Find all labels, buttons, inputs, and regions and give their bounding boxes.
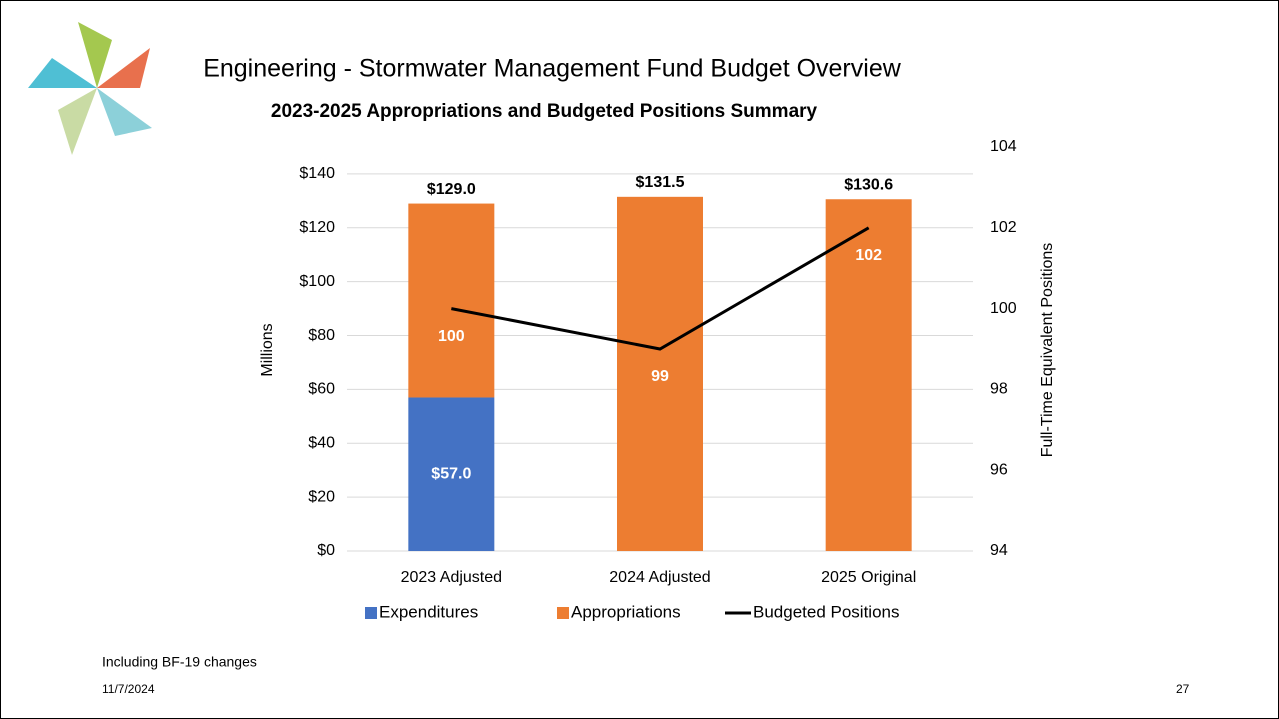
total-label: $131.5	[636, 174, 685, 191]
legend-label: Budgeted Positions	[753, 602, 900, 621]
x-tick-label: 2023 Adjusted	[401, 569, 502, 586]
bar	[408, 203, 495, 398]
legend-label: Expenditures	[379, 602, 478, 621]
y-tick-label: $60	[308, 381, 335, 398]
total-label: $129.0	[427, 181, 476, 198]
x-tick-label: 2025 Original	[821, 569, 916, 586]
y2-tick-label: 104	[990, 138, 1017, 155]
y-tick-label: $0	[317, 542, 335, 559]
y-tick-label: $120	[299, 219, 335, 236]
legend-swatch	[365, 607, 377, 619]
y2-axis-label: Full-Time Equivalent Positions	[1039, 243, 1056, 458]
logo	[28, 22, 152, 155]
legend-swatch	[557, 607, 569, 619]
y-tick-label: $100	[299, 273, 335, 290]
line	[451, 226, 870, 351]
x-tick-label: 2024 Adjusted	[609, 569, 710, 586]
footnote: Including BF-19 changes	[102, 654, 257, 670]
bar	[408, 397, 495, 551]
y-tick-label: $20	[308, 488, 335, 505]
legend-label: Appropriations	[571, 602, 681, 621]
page-number: 27	[1176, 682, 1190, 696]
data-label: $57.0	[431, 465, 471, 482]
data-label: 99	[651, 368, 669, 385]
y2-tick-label: 96	[990, 461, 1008, 478]
y2-tick-label: 94	[990, 542, 1008, 559]
bar	[825, 199, 912, 551]
y-tick-label: $40	[308, 434, 335, 451]
chart-subtitle: 2023-2025 Appropriations and Budgeted Po…	[271, 101, 818, 122]
slide-date: 11/7/2024	[102, 682, 155, 696]
bar	[617, 196, 703, 551]
y2-tick-label: 98	[990, 381, 1008, 398]
y-axis-label: Millions	[259, 323, 276, 376]
y-tick-label: $140	[299, 165, 335, 182]
total-label: $130.6	[844, 176, 893, 193]
y2-tick-label: 100	[990, 300, 1017, 317]
data-label: 102	[855, 247, 882, 264]
y2-tick-label: 102	[990, 219, 1017, 236]
y-tick-label: $80	[308, 327, 335, 344]
data-label: 100	[438, 328, 465, 345]
chart-title: Engineering - Stormwater Management Fund…	[203, 55, 902, 83]
